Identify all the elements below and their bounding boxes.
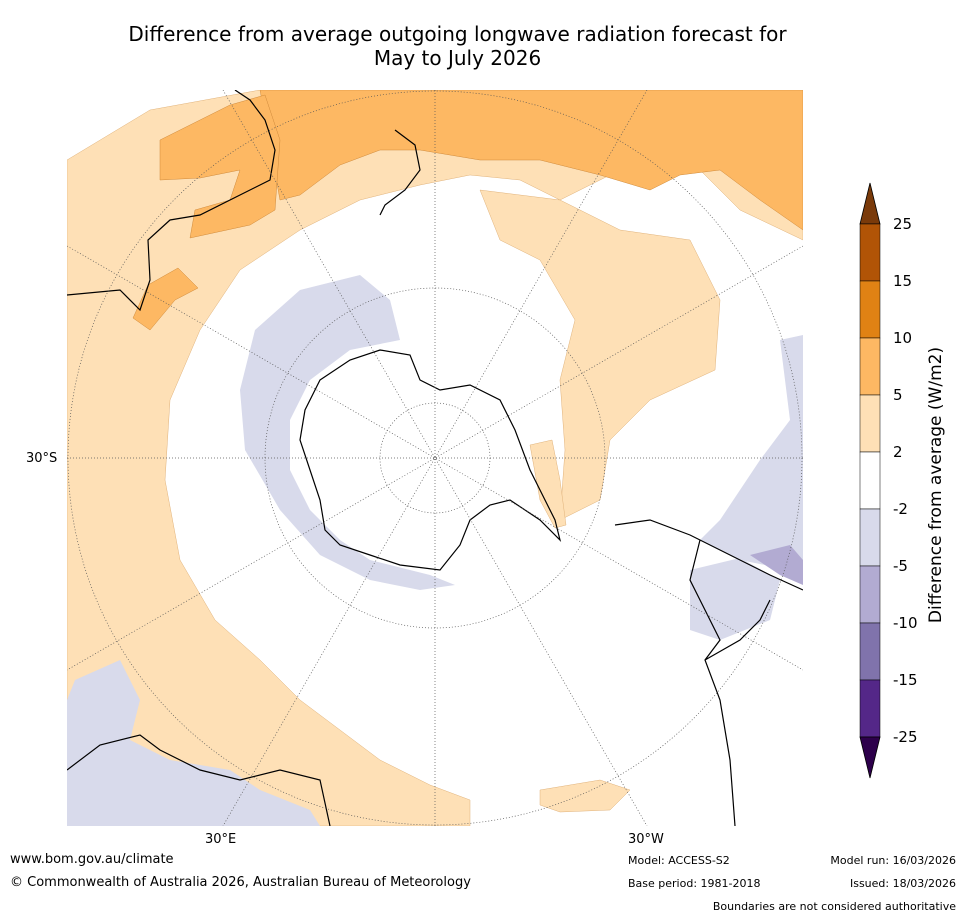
colorbar-tick-minus5: -5 bbox=[893, 557, 908, 575]
colorbar-bin-minus2-2 bbox=[859, 451, 881, 510]
anomaly-region-minus5-10 bbox=[750, 545, 803, 585]
meridian-120 bbox=[67, 245, 803, 671]
anomaly-region-2-5-peninsula bbox=[529, 439, 567, 529]
colorbar-tick-15: 15 bbox=[893, 272, 913, 290]
anomaly-region-5-10-australia bbox=[159, 94, 281, 239]
anomaly-region-2-5-east bbox=[479, 189, 721, 521]
footer-base-period: Base period: 1981-2018 bbox=[628, 877, 761, 890]
lon-label-30e: 30°E bbox=[205, 832, 237, 847]
australia-coastline bbox=[67, 90, 276, 312]
anomaly-region-5-10-north bbox=[259, 90, 803, 231]
colorbar-tick-10: 10 bbox=[893, 329, 913, 347]
new-zealand-coastline bbox=[379, 129, 421, 216]
colorbar-extend-under bbox=[859, 736, 881, 779]
colorbar-tick-25: 25 bbox=[893, 215, 913, 233]
colorbar-bin-minus5-minus2 bbox=[859, 508, 881, 567]
title-line-1: Difference from average outgoing longwav… bbox=[128, 22, 787, 46]
anomaly-region-minus2-5-inner bbox=[240, 275, 455, 590]
footer-website-link[interactable]: www.bom.gov.au/climate bbox=[10, 852, 174, 867]
lat-label-30s: 30°S bbox=[26, 451, 58, 466]
footer-model-run: Model run: 16/03/2026 bbox=[830, 854, 956, 867]
colorbar-extend-over bbox=[859, 182, 881, 225]
colorbar-title: Difference from average (W/m2) bbox=[926, 346, 946, 624]
title-line-2: May to July 2026 bbox=[373, 46, 542, 70]
colorbar-bin-5-10 bbox=[859, 337, 881, 396]
chart-title: Difference from average outgoing longwav… bbox=[60, 22, 855, 70]
anomaly-region-minus2-5-southeast bbox=[690, 558, 780, 640]
meridian-30 bbox=[222, 90, 648, 826]
map-field bbox=[67, 90, 803, 826]
colorbar-tick-minus10: -10 bbox=[893, 614, 918, 632]
meridian-150 bbox=[222, 90, 648, 826]
colorbar-bin-minus25-minus15 bbox=[859, 679, 881, 738]
colorbar-tick-2: 2 bbox=[893, 443, 903, 461]
footer-copyright: © Commonwealth of Australia 2026, Austra… bbox=[10, 875, 471, 890]
colorbar-tick-minus15: -15 bbox=[893, 671, 918, 689]
anomaly-region-minus2-5-southwest bbox=[67, 660, 320, 826]
colorbar-bin-2-5 bbox=[859, 394, 881, 453]
anomaly-region-5-10-west bbox=[132, 267, 199, 331]
colorbar-bin-10-15 bbox=[859, 280, 881, 339]
anomaly-region-2-5-south bbox=[539, 779, 631, 813]
lon-label-30w: 30°W bbox=[628, 832, 664, 847]
colorbar-tick-5: 5 bbox=[893, 386, 903, 404]
colorbar-bin-15-25 bbox=[859, 223, 881, 282]
graticule bbox=[67, 90, 803, 826]
footer-disclaimer: Boundaries are not considered authoritat… bbox=[712, 900, 956, 913]
anomaly-region-minus2-5-east bbox=[700, 335, 803, 580]
colorbar-tick-minus2: -2 bbox=[893, 500, 908, 518]
colorbar-bin-minus10-minus5 bbox=[859, 565, 881, 624]
meridian-60 bbox=[67, 245, 803, 671]
footer-model: Model: ACCESS-S2 bbox=[628, 854, 730, 867]
colorbar-bin-minus15-minus10 bbox=[859, 622, 881, 681]
south-america-coastline bbox=[614, 519, 803, 826]
africa-coastline bbox=[67, 734, 331, 826]
footer-issued: Issued: 18/03/2026 bbox=[849, 877, 956, 890]
colorbar bbox=[859, 182, 881, 779]
colorbar-tick-minus25: -25 bbox=[893, 728, 918, 746]
